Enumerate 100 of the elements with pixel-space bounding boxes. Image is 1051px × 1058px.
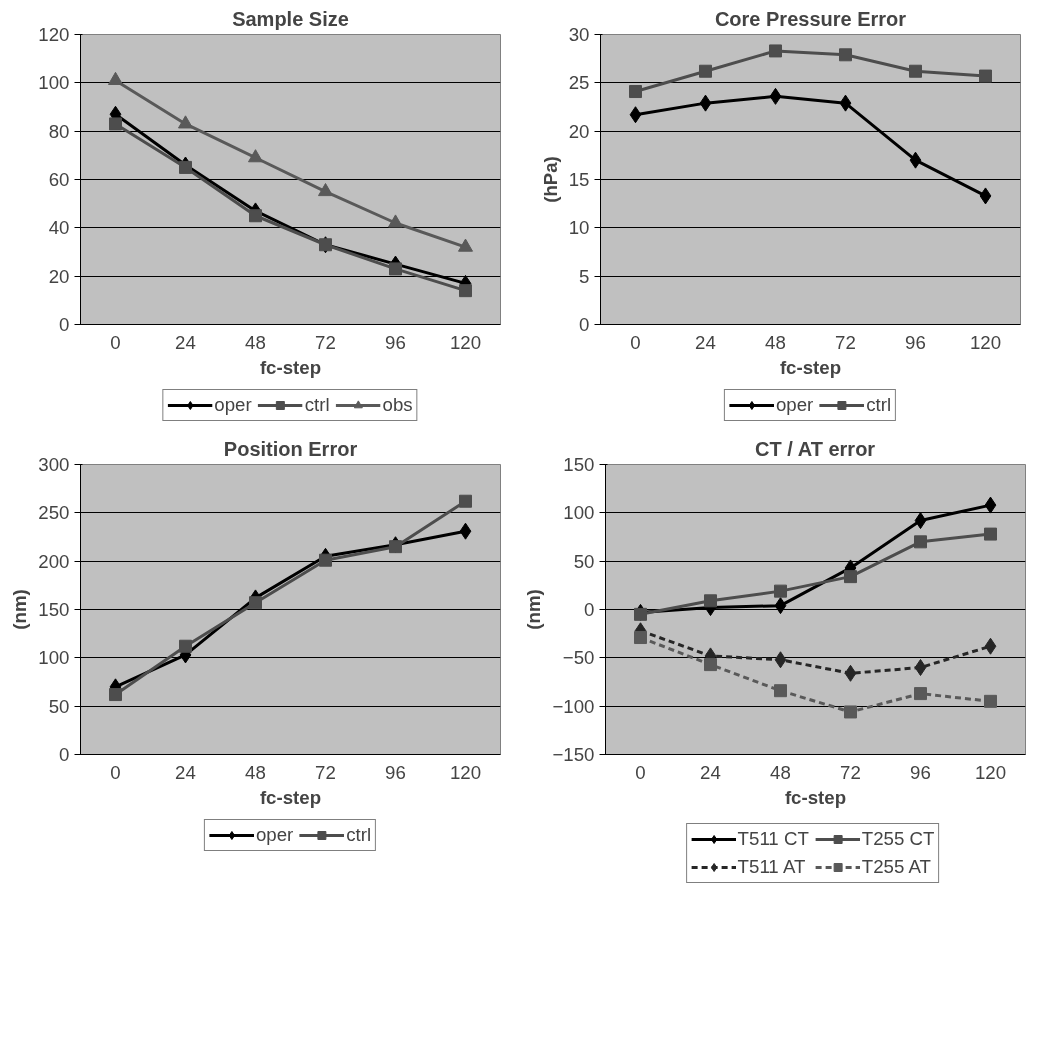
y-axis-title: (nm) [9, 589, 31, 630]
point [914, 687, 927, 701]
legend-label: T511 CT [737, 827, 809, 850]
x-tick-label: 48 [245, 331, 266, 353]
point [629, 106, 642, 124]
legend-label: T255 AT [861, 855, 931, 878]
x-tick-label: 72 [840, 761, 861, 783]
point [839, 94, 852, 112]
y-tick-label: 100 [563, 502, 595, 524]
legend-label: ctrl [346, 824, 372, 846]
x-tick-label: 96 [385, 331, 406, 353]
y-tick-label: −100 [552, 695, 595, 717]
point [109, 688, 122, 702]
legend-label: ctrl [866, 394, 892, 416]
point [984, 496, 997, 514]
y-tick-label: 80 [48, 120, 70, 142]
x-tick-label: 0 [630, 331, 641, 353]
x-tick-label: 72 [315, 331, 336, 353]
x-tick-label: 120 [969, 331, 1002, 353]
point [984, 527, 997, 541]
x-tick-label: 48 [770, 761, 791, 783]
chart-title: Sample Size [232, 7, 349, 30]
point [844, 664, 857, 682]
point [108, 71, 123, 85]
point [769, 44, 782, 58]
y-tick-label: 50 [48, 695, 70, 717]
y-tick-label: −150 [552, 744, 595, 765]
y-tick-label: 100 [38, 72, 70, 94]
point [774, 684, 787, 698]
point [914, 535, 927, 549]
y-tick-label: 0 [579, 314, 590, 335]
legend-label: oper [775, 394, 814, 416]
point [179, 160, 192, 174]
y-tick-label: 250 [38, 502, 70, 524]
point [459, 494, 472, 508]
x-tick-label: 24 [700, 761, 721, 783]
point [459, 522, 472, 540]
y-tick-label: 50 [573, 550, 595, 572]
y-tick-label: 25 [568, 72, 590, 94]
point [319, 553, 332, 567]
x-tick-label: 48 [765, 331, 786, 353]
y-tick-label: 0 [59, 744, 70, 765]
y-tick-label: 20 [48, 265, 70, 287]
y-tick-label: 60 [48, 169, 70, 190]
point [249, 596, 262, 610]
y-tick-label: 15 [568, 169, 590, 190]
chart-title: CT / AT error [755, 437, 876, 460]
point [769, 87, 782, 105]
legend-label: oper [214, 394, 252, 416]
y-axis-title: (hPa) [539, 156, 561, 203]
x-axis-title: fc-step [259, 356, 322, 378]
y-tick-label: 150 [38, 599, 70, 620]
x-tick-label: 24 [175, 761, 196, 783]
x-tick-label: 96 [385, 761, 406, 783]
legend-label: obs [382, 394, 413, 416]
legend-label: ctrl [304, 394, 330, 416]
point [909, 64, 922, 78]
y-tick-label: 100 [38, 647, 70, 669]
point [914, 512, 927, 530]
y-tick-label: 0 [59, 314, 70, 335]
x-tick-label: 48 [245, 761, 266, 783]
point [389, 262, 402, 276]
y-tick-label: 5 [579, 265, 590, 287]
legend-label: oper [255, 824, 294, 846]
point [318, 183, 333, 197]
point [704, 658, 717, 672]
point [179, 639, 192, 653]
x-tick-label: 120 [449, 761, 482, 783]
x-tick-label: 0 [110, 761, 121, 783]
point [109, 117, 122, 131]
x-axis-title: fc-step [779, 356, 842, 378]
y-tick-label: 30 [568, 24, 590, 45]
x-axis-title: fc-step [784, 786, 847, 808]
x-tick-label: 96 [905, 331, 926, 353]
point [388, 214, 403, 228]
point [634, 631, 647, 645]
x-axis-title: fc-step [259, 786, 322, 808]
y-tick-label: 20 [568, 120, 590, 142]
x-tick-label: 72 [315, 761, 336, 783]
chart-title: Position Error [223, 437, 358, 460]
point [774, 651, 787, 669]
y-tick-label: 120 [38, 24, 70, 45]
legend-label: T255 CT [861, 827, 935, 850]
x-tick-label: 120 [449, 331, 482, 353]
point [249, 209, 262, 223]
x-tick-label: 0 [110, 331, 121, 353]
point [634, 607, 647, 621]
x-tick-label: 24 [695, 331, 716, 353]
point [248, 149, 263, 163]
x-tick-label: 72 [835, 331, 856, 353]
y-axis-title: (nm) [523, 589, 545, 630]
point [979, 69, 992, 83]
point [844, 570, 857, 584]
y-tick-label: 40 [48, 217, 70, 239]
y-tick-label: 0 [584, 599, 595, 620]
x-tick-label: 24 [175, 331, 196, 353]
point [389, 540, 402, 554]
point [458, 238, 473, 252]
y-tick-label: −50 [562, 647, 595, 669]
point [699, 94, 712, 112]
